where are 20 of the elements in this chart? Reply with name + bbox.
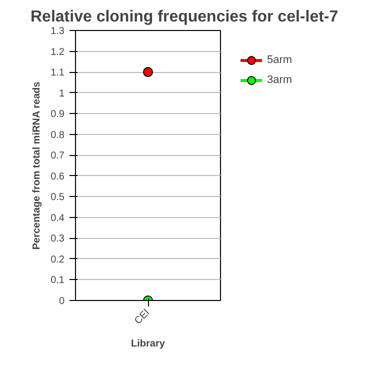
y-tick-label: 0.4 [50,212,65,224]
y-tick-label: 0.6 [50,171,65,182]
y-tick-label: 0.5 [50,192,65,204]
y-tick-label: 1.3 [50,26,65,37]
legend-label: 3arm [267,74,292,86]
y-tick-label: 0 [58,296,65,307]
y-axis-title: Percentage from total miRNA reads [32,81,43,250]
y-tick-label: 0.8 [50,130,65,141]
y-tick-label: 0.9 [50,109,65,120]
y-tick-label: 0.2 [50,254,65,266]
y-tick-label: 0.3 [50,234,65,245]
y-tick-label: 1 [58,88,65,100]
y-tick-label: 1.1 [50,68,65,79]
y-tick-label: 0.7 [50,150,65,162]
y-tick-label: 0.1 [50,275,65,286]
chart-title: Relative cloning frequencies for cel-let-7 [30,8,338,26]
x-axis-title: Library [131,338,166,350]
legend-label: 5arm [267,54,292,66]
y-tick-label: 1.2 [50,46,65,58]
x-tick-label: CEl [132,308,152,327]
